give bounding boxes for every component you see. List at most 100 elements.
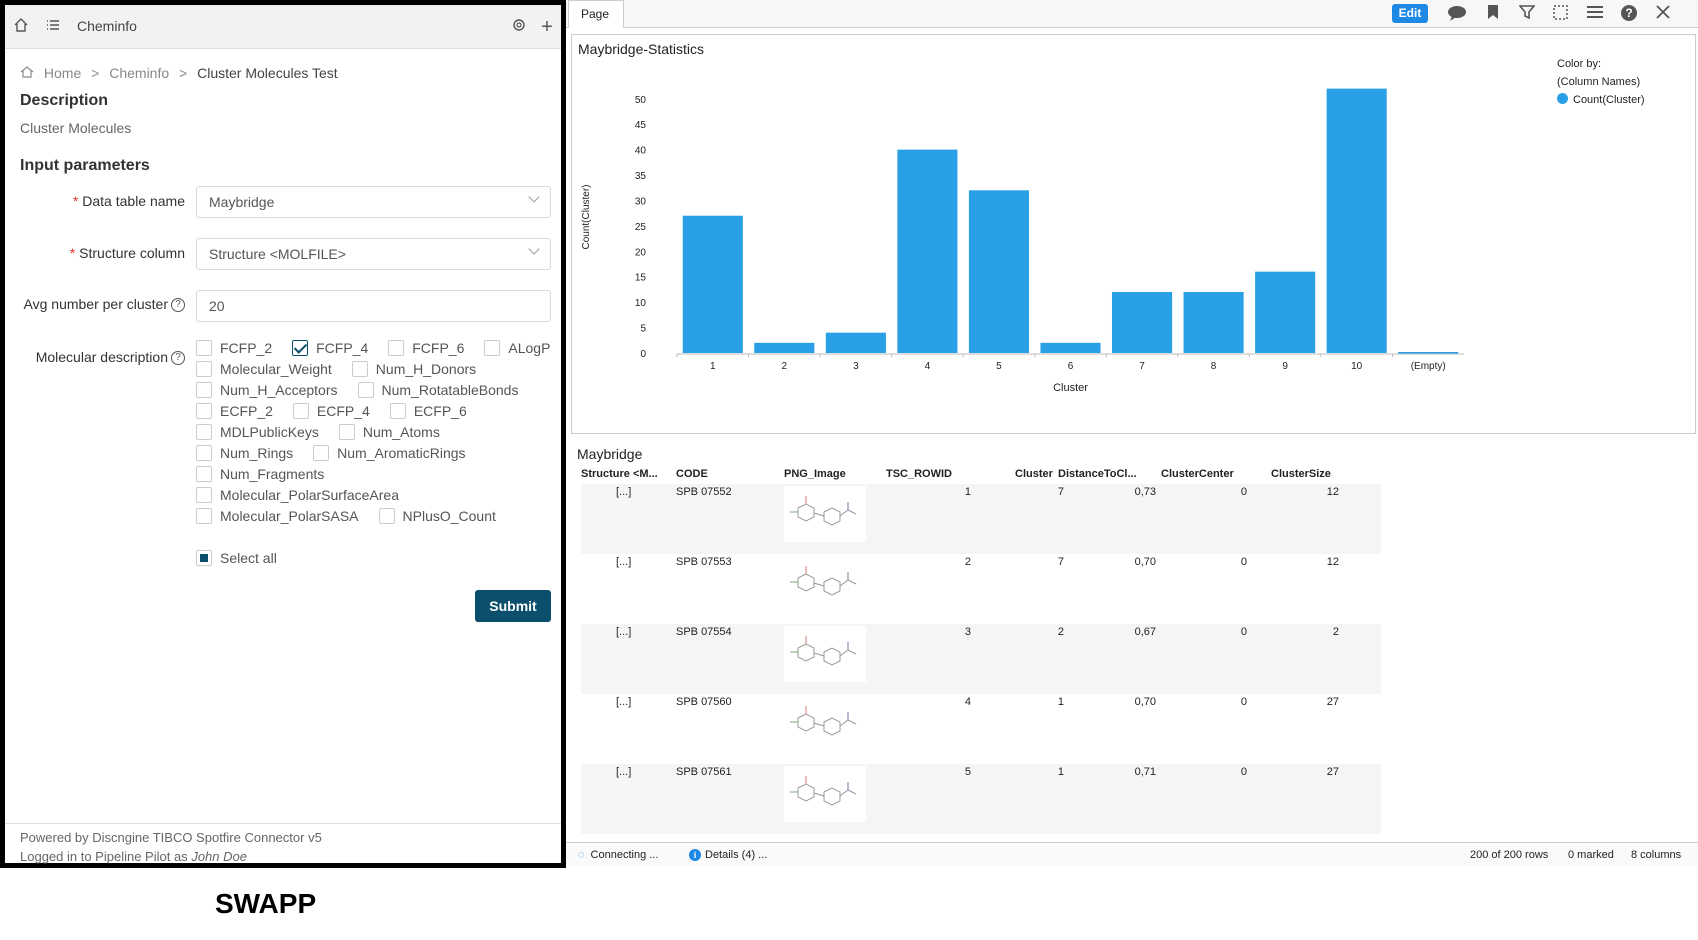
col-header-tsc-rowid[interactable]: TSC_ROWID (886, 468, 952, 480)
checkbox-icon[interactable] (389, 403, 406, 419)
checkbox-icon[interactable] (196, 487, 212, 503)
home-crumb-icon[interactable] (20, 65, 38, 81)
descriptor-checkbox[interactable]: ALogP (484, 340, 550, 356)
list-icon[interactable] (43, 17, 63, 37)
checkbox-icon[interactable] (196, 508, 212, 524)
molecule-image (784, 486, 866, 542)
help-icon[interactable]: ? (1618, 4, 1640, 24)
bar[interactable] (754, 342, 815, 353)
descriptor-checkbox[interactable]: ECFP_6 (389, 403, 467, 419)
bar[interactable] (1398, 352, 1459, 354)
checkbox-icon[interactable] (196, 382, 212, 398)
checkbox-partial-icon[interactable] (196, 550, 212, 566)
bar[interactable] (1111, 291, 1173, 353)
breadcrumb-section[interactable]: Cheminfo (109, 65, 170, 81)
checkbox-icon[interactable] (196, 403, 212, 419)
descriptor-checkbox[interactable]: Molecular_PolarSurfaceArea (196, 487, 399, 503)
spotfire-panel: Page Edit ? Maybridge-Statistics 0 5 10 15 2… (566, 0, 1698, 868)
bar[interactable] (968, 190, 1030, 353)
bar[interactable] (825, 332, 886, 353)
bar[interactable] (1255, 271, 1316, 353)
checkbox-icon[interactable] (196, 445, 212, 461)
submit-button[interactable]: Submit (475, 590, 551, 622)
table-row[interactable]: [...] SPB 07552 1 7 0,73 0 12 (581, 484, 1381, 554)
checkbox-icon[interactable] (196, 361, 212, 377)
descriptor-checkbox[interactable]: Num_Fragments (196, 466, 324, 482)
checkbox-icon[interactable] (196, 340, 212, 356)
descriptor-checkbox[interactable]: ECFP_2 (196, 403, 273, 419)
cell-cluster-size: 27 (1326, 766, 1339, 778)
checkbox-icon[interactable] (196, 424, 212, 440)
col-header-code[interactable]: CODE (676, 468, 708, 480)
descriptor-checkbox[interactable]: Num_Rings (196, 445, 293, 461)
breadcrumb-home[interactable]: Home (43, 65, 82, 81)
home-icon[interactable] (11, 17, 31, 37)
descriptor-label: Num_Fragments (220, 466, 325, 482)
checkbox-icon[interactable] (338, 424, 355, 440)
legend-subtitle: (Column Names) (1557, 76, 1641, 88)
table-row[interactable]: [...] SPB 07560 4 1 0,70 0 27 (581, 694, 1381, 764)
table-row[interactable]: [...] SPB 07561 5 1 0,71 0 27 (581, 764, 1381, 834)
checkbox-icon[interactable] (357, 382, 374, 398)
bar[interactable] (682, 215, 743, 353)
descriptor-checkbox[interactable]: Num_Atoms (338, 424, 440, 440)
select-all-checkbox[interactable]: Select all (196, 550, 297, 568)
checkbox-icon[interactable] (388, 340, 405, 356)
col-header-distance[interactable]: DistanceToCl... (1058, 468, 1137, 480)
help-icon[interactable]: ? (171, 298, 185, 313)
details-link[interactable]: i Details (4) ... (689, 849, 767, 861)
descriptor-checkbox[interactable]: Num_H_Donors (351, 361, 476, 377)
checkbox-icon[interactable] (351, 361, 368, 377)
checkbox-icon[interactable] (313, 445, 330, 461)
edit-button[interactable]: Edit (1392, 4, 1428, 23)
bar[interactable] (1326, 88, 1387, 354)
chat-icon[interactable] (1446, 4, 1468, 24)
col-header-structure[interactable]: Structure <M... (581, 468, 658, 480)
bar[interactable] (897, 149, 958, 353)
descriptor-checkbox[interactable]: Molecular_Weight (196, 361, 332, 377)
descriptor-label: FCFP_2 (220, 340, 273, 356)
checkbox-icon[interactable] (196, 466, 212, 482)
cell-cluster-size: 2 (1332, 626, 1339, 638)
plus-icon[interactable]: + (541, 16, 553, 38)
checkbox-checked-icon[interactable] (292, 340, 309, 356)
bookmark-icon[interactable] (1482, 4, 1504, 24)
table-row[interactable]: [...] SPB 07553 2 7 0,70 0 12 (581, 554, 1381, 624)
tab-page[interactable]: Page (568, 0, 624, 28)
descriptor-checkbox[interactable]: ECFP_4 (292, 403, 370, 419)
marking-icon[interactable] (1550, 4, 1572, 24)
descriptor-checkbox[interactable]: Molecular_PolarSASA (196, 508, 359, 524)
col-header-png-image[interactable]: PNG_Image (784, 468, 846, 480)
col-header-cluster[interactable]: Cluster (1015, 468, 1053, 480)
menu-icon[interactable] (1584, 4, 1606, 24)
y-tick-label: 5 (640, 324, 646, 335)
checkbox-icon[interactable] (378, 508, 395, 524)
checkbox-icon[interactable] (484, 340, 501, 356)
cell-code: SPB 07554 (676, 626, 732, 638)
logged-in-text: Logged in to Pipeline Pilot as John Doe (20, 849, 247, 864)
avg-per-cluster-input[interactable]: 20 (196, 290, 551, 322)
gear-icon[interactable] (509, 17, 529, 37)
help-icon[interactable]: ? (171, 351, 185, 366)
descriptor-checkbox[interactable]: MDLPublicKeys (196, 424, 319, 440)
checkbox-icon[interactable] (292, 403, 309, 419)
data-table-select[interactable]: Maybridge (196, 186, 551, 218)
cell-structure: [...] (616, 766, 632, 778)
descriptor-checkbox[interactable]: NPlusO_Count (378, 508, 496, 524)
descriptor-checkbox[interactable]: FCFP_2 (196, 340, 272, 356)
descriptor-checkbox[interactable]: Num_RotatableBonds (357, 382, 518, 398)
col-header-cluster-center[interactable]: ClusterCenter (1161, 468, 1234, 480)
col-header-cluster-size[interactable]: ClusterSize (1271, 468, 1331, 480)
bar[interactable] (1183, 291, 1244, 353)
descriptor-checkbox[interactable]: FCFP_4 (292, 340, 368, 356)
legend-item[interactable]: Count(Cluster) (1557, 91, 1645, 109)
close-icon[interactable] (1652, 4, 1674, 24)
descriptor-label: Molecular_PolarSurfaceArea (220, 487, 399, 503)
descriptor-checkbox[interactable]: FCFP_6 (388, 340, 464, 356)
structure-column-select[interactable]: Structure <MOLFILE> (196, 238, 551, 270)
table-row[interactable]: [...] SPB 07554 3 2 0,67 0 2 (581, 624, 1381, 694)
filter-icon[interactable] (1516, 4, 1538, 24)
bar[interactable] (1040, 342, 1101, 353)
descriptor-checkbox[interactable]: Num_H_Acceptors (196, 382, 338, 398)
descriptor-checkbox[interactable]: Num_AromaticRings (313, 445, 466, 461)
